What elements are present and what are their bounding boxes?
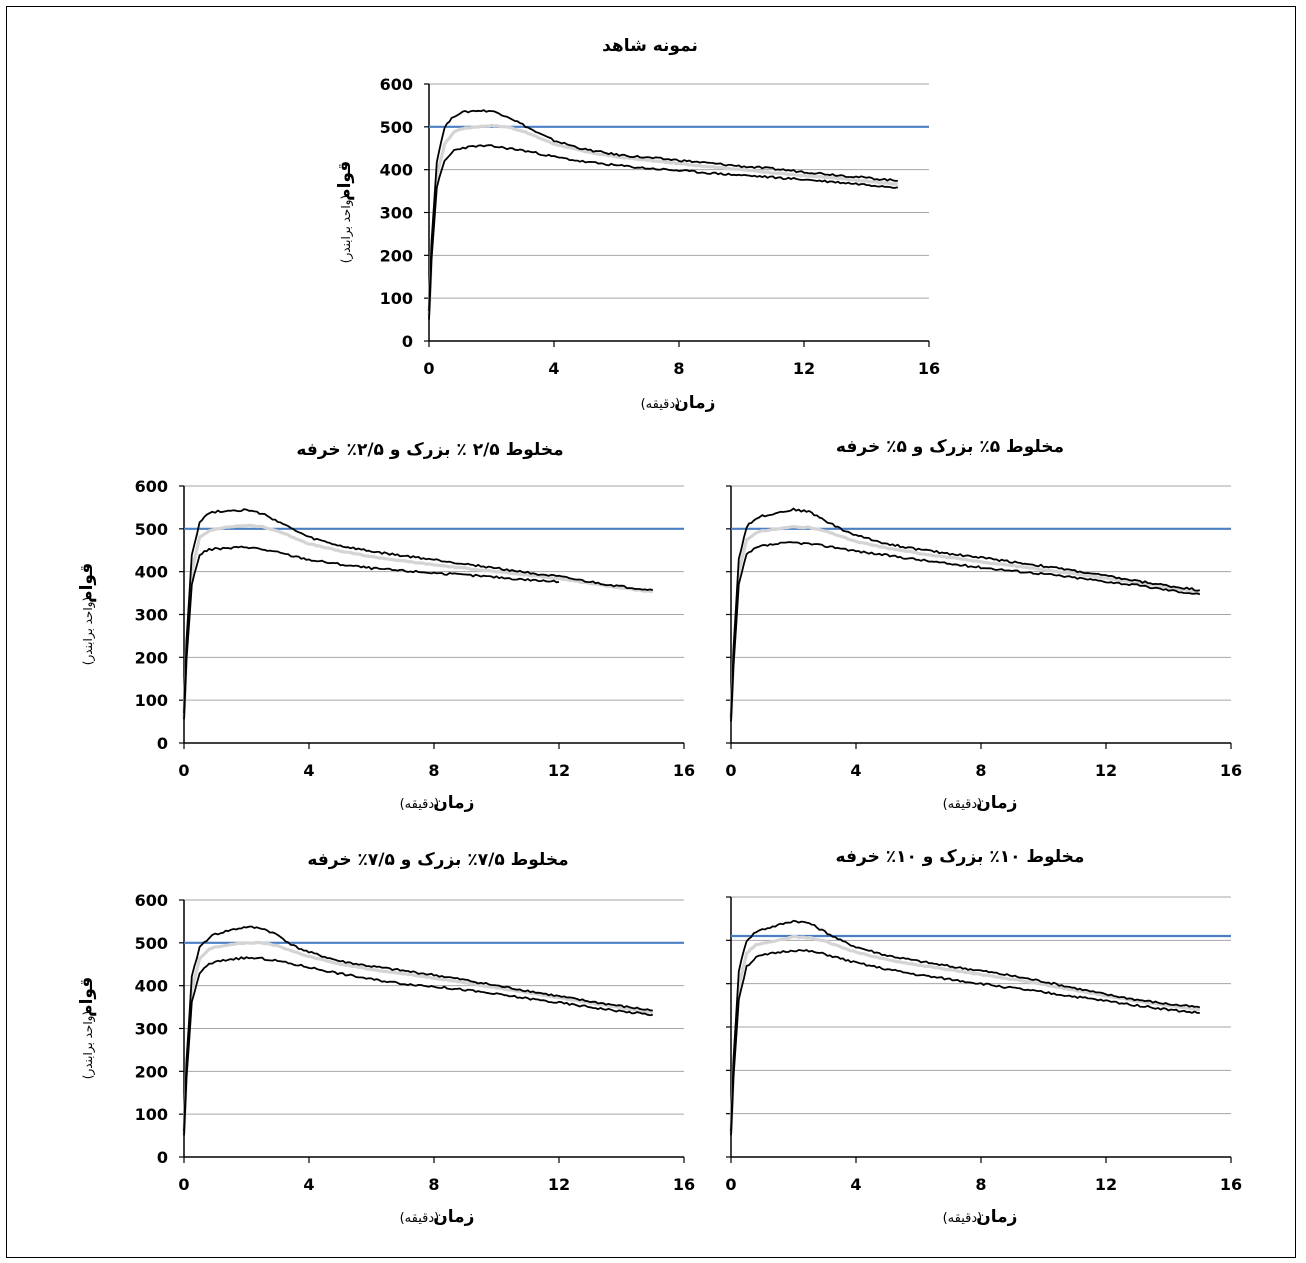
x-tick-label: 8 — [975, 761, 986, 780]
y-tick-label: 400 — [380, 161, 413, 180]
x-axis-label-main: زمان — [433, 793, 474, 813]
y-axis-label-main: قوام — [335, 161, 355, 201]
chart-p4: 0 100 200 300 400 500 600 0 4 8 12 16 مخلوط ۷/۵٪ بزر… — [77, 850, 695, 1227]
chart-title: مخلوط ۵٪ بزرک و ۵٪ خرفه — [836, 437, 1064, 457]
series-line-upper — [183, 925, 653, 1132]
y-tick-label: 200 — [380, 246, 413, 265]
chart-p2: 0 100 200 300 400 500 600 0 4 8 12 16 مخلوط ۲/۵ ٪ بز… — [77, 440, 695, 813]
x-tick-label: 4 — [850, 1175, 861, 1194]
y-tick-label: 200 — [135, 648, 168, 667]
chart-title: نمونه شاهد — [602, 36, 698, 56]
x-tick-label: 0 — [725, 1175, 736, 1194]
series-line-upper — [183, 508, 654, 714]
y-axis-label: قوام(واحد برابندر) — [335, 161, 355, 263]
y-axis-label: قوام(واحد برابندر) — [77, 977, 97, 1079]
series-line-upper — [730, 919, 1201, 1132]
y-tick-label: 100 — [380, 289, 413, 308]
y-tick-label: 100 — [135, 1105, 168, 1124]
y-tick-label: 600 — [135, 477, 168, 496]
x-tick-label: 16 — [673, 1175, 695, 1194]
x-axis-label-main: زمان — [976, 1207, 1017, 1227]
x-tick-label: 16 — [1220, 761, 1242, 780]
x-axis-label-unit: (دقیقه) — [943, 797, 983, 812]
x-axis-label-main: زمان — [433, 1207, 474, 1227]
x-tick-label: 12 — [1095, 1175, 1117, 1194]
chart-p3: 0 4 8 12 16 مخلوط ۵٪ بزرک و ۵٪ خرفه زمان(دقیقه… — [725, 437, 1242, 813]
series-line-middle — [729, 525, 1200, 720]
y-tick-label: 0 — [402, 332, 413, 351]
series-line-middle — [729, 934, 1200, 1134]
series-line-upper — [428, 109, 898, 312]
y-axis-label-main: قوام — [77, 563, 97, 603]
x-tick-label: 8 — [428, 1175, 439, 1194]
series-line-upper — [730, 507, 1200, 718]
x-tick-label: 0 — [178, 1175, 189, 1194]
y-tick-label: 500 — [135, 934, 168, 953]
x-axis-label: زمان(دقیقه) — [943, 1207, 1018, 1227]
y-tick-label: 300 — [135, 606, 168, 625]
y-tick-label: 400 — [135, 563, 168, 582]
y-tick-label: 600 — [135, 891, 168, 910]
x-tick-label: 4 — [303, 1175, 314, 1194]
figure-frame — [6, 6, 1296, 1258]
chart-title: مخلوط ۲/۵ ٪ بزرک و ۲/۵٪ خرفه — [296, 440, 563, 460]
x-tick-label: 16 — [918, 359, 940, 378]
y-tick-label: 0 — [157, 734, 168, 753]
y-tick-label: 0 — [157, 1148, 168, 1167]
x-axis-label-unit: (دقیقه) — [400, 797, 440, 812]
series-line-lower — [183, 956, 653, 1136]
x-tick-label: 16 — [673, 761, 695, 780]
y-axis-label-unit: (واحد برابندر) — [81, 597, 96, 665]
series-line-middle — [427, 123, 898, 316]
x-tick-label: 8 — [428, 761, 439, 780]
x-tick-label: 0 — [725, 761, 736, 780]
series-line-middle — [182, 940, 654, 1134]
chart-title: مخلوط ۱۰٪ بزرک و ۱۰٪ خرفه — [836, 847, 1085, 867]
y-tick-label: 400 — [135, 977, 168, 996]
x-tick-label: 8 — [975, 1175, 986, 1194]
x-axis-label-main: زمان — [976, 793, 1017, 813]
x-axis-label: زمان(دقیقه) — [400, 1207, 475, 1227]
y-tick-label: 600 — [380, 75, 413, 94]
y-axis-label: قوام(واحد برابندر) — [77, 563, 97, 665]
x-tick-label: 4 — [303, 761, 314, 780]
series-line-lower — [730, 541, 1201, 722]
x-tick-label: 8 — [673, 359, 684, 378]
chart-title: مخلوط ۷/۵٪ بزرک و ۷/۵٪ خرفه — [307, 850, 568, 870]
y-tick-label: 500 — [380, 118, 413, 137]
x-tick-label: 0 — [178, 761, 189, 780]
x-tick-label: 16 — [1220, 1175, 1242, 1194]
x-axis-label-main: زمان — [674, 393, 715, 413]
x-axis-label-unit: (دقیقه) — [400, 1211, 440, 1226]
x-tick-label: 12 — [1095, 761, 1117, 780]
y-axis-label-unit: (واحد برابندر) — [339, 195, 354, 263]
y-tick-label: 500 — [135, 520, 168, 539]
x-axis-label: زمان(دقیقه) — [641, 393, 716, 413]
series-line-lower — [428, 144, 899, 320]
x-axis-label-unit: (دقیقه) — [641, 397, 681, 412]
series-line-lower — [730, 949, 1200, 1136]
y-axis-label-unit: (واحد برابندر) — [81, 1011, 96, 1079]
x-tick-label: 12 — [793, 359, 815, 378]
x-axis-label-unit: (دقیقه) — [943, 1211, 983, 1226]
x-tick-label: 4 — [548, 359, 559, 378]
chart-p5: 0 4 8 12 16 مخلوط ۱۰٪ بزرک و ۱۰٪ خرفه زمان(دقی… — [725, 847, 1242, 1227]
y-tick-label: 300 — [380, 204, 413, 223]
x-axis-label: زمان(دقیقه) — [943, 793, 1018, 813]
series-line-lower — [183, 545, 560, 720]
x-axis-label: زمان(دقیقه) — [400, 793, 475, 813]
x-tick-label: 12 — [548, 1175, 570, 1194]
x-tick-label: 4 — [850, 761, 861, 780]
y-tick-label: 100 — [135, 691, 168, 710]
y-axis-label-main: قوام — [77, 977, 97, 1017]
y-tick-label: 300 — [135, 1020, 168, 1039]
x-tick-label: 0 — [423, 359, 434, 378]
chart-p1: 0 100 200 300 400 500 600 0 4 8 12 16 نمونه شاهد زمان… — [335, 36, 940, 413]
x-tick-label: 12 — [548, 761, 570, 780]
series-line-middle — [182, 523, 654, 718]
y-tick-label: 200 — [135, 1062, 168, 1081]
